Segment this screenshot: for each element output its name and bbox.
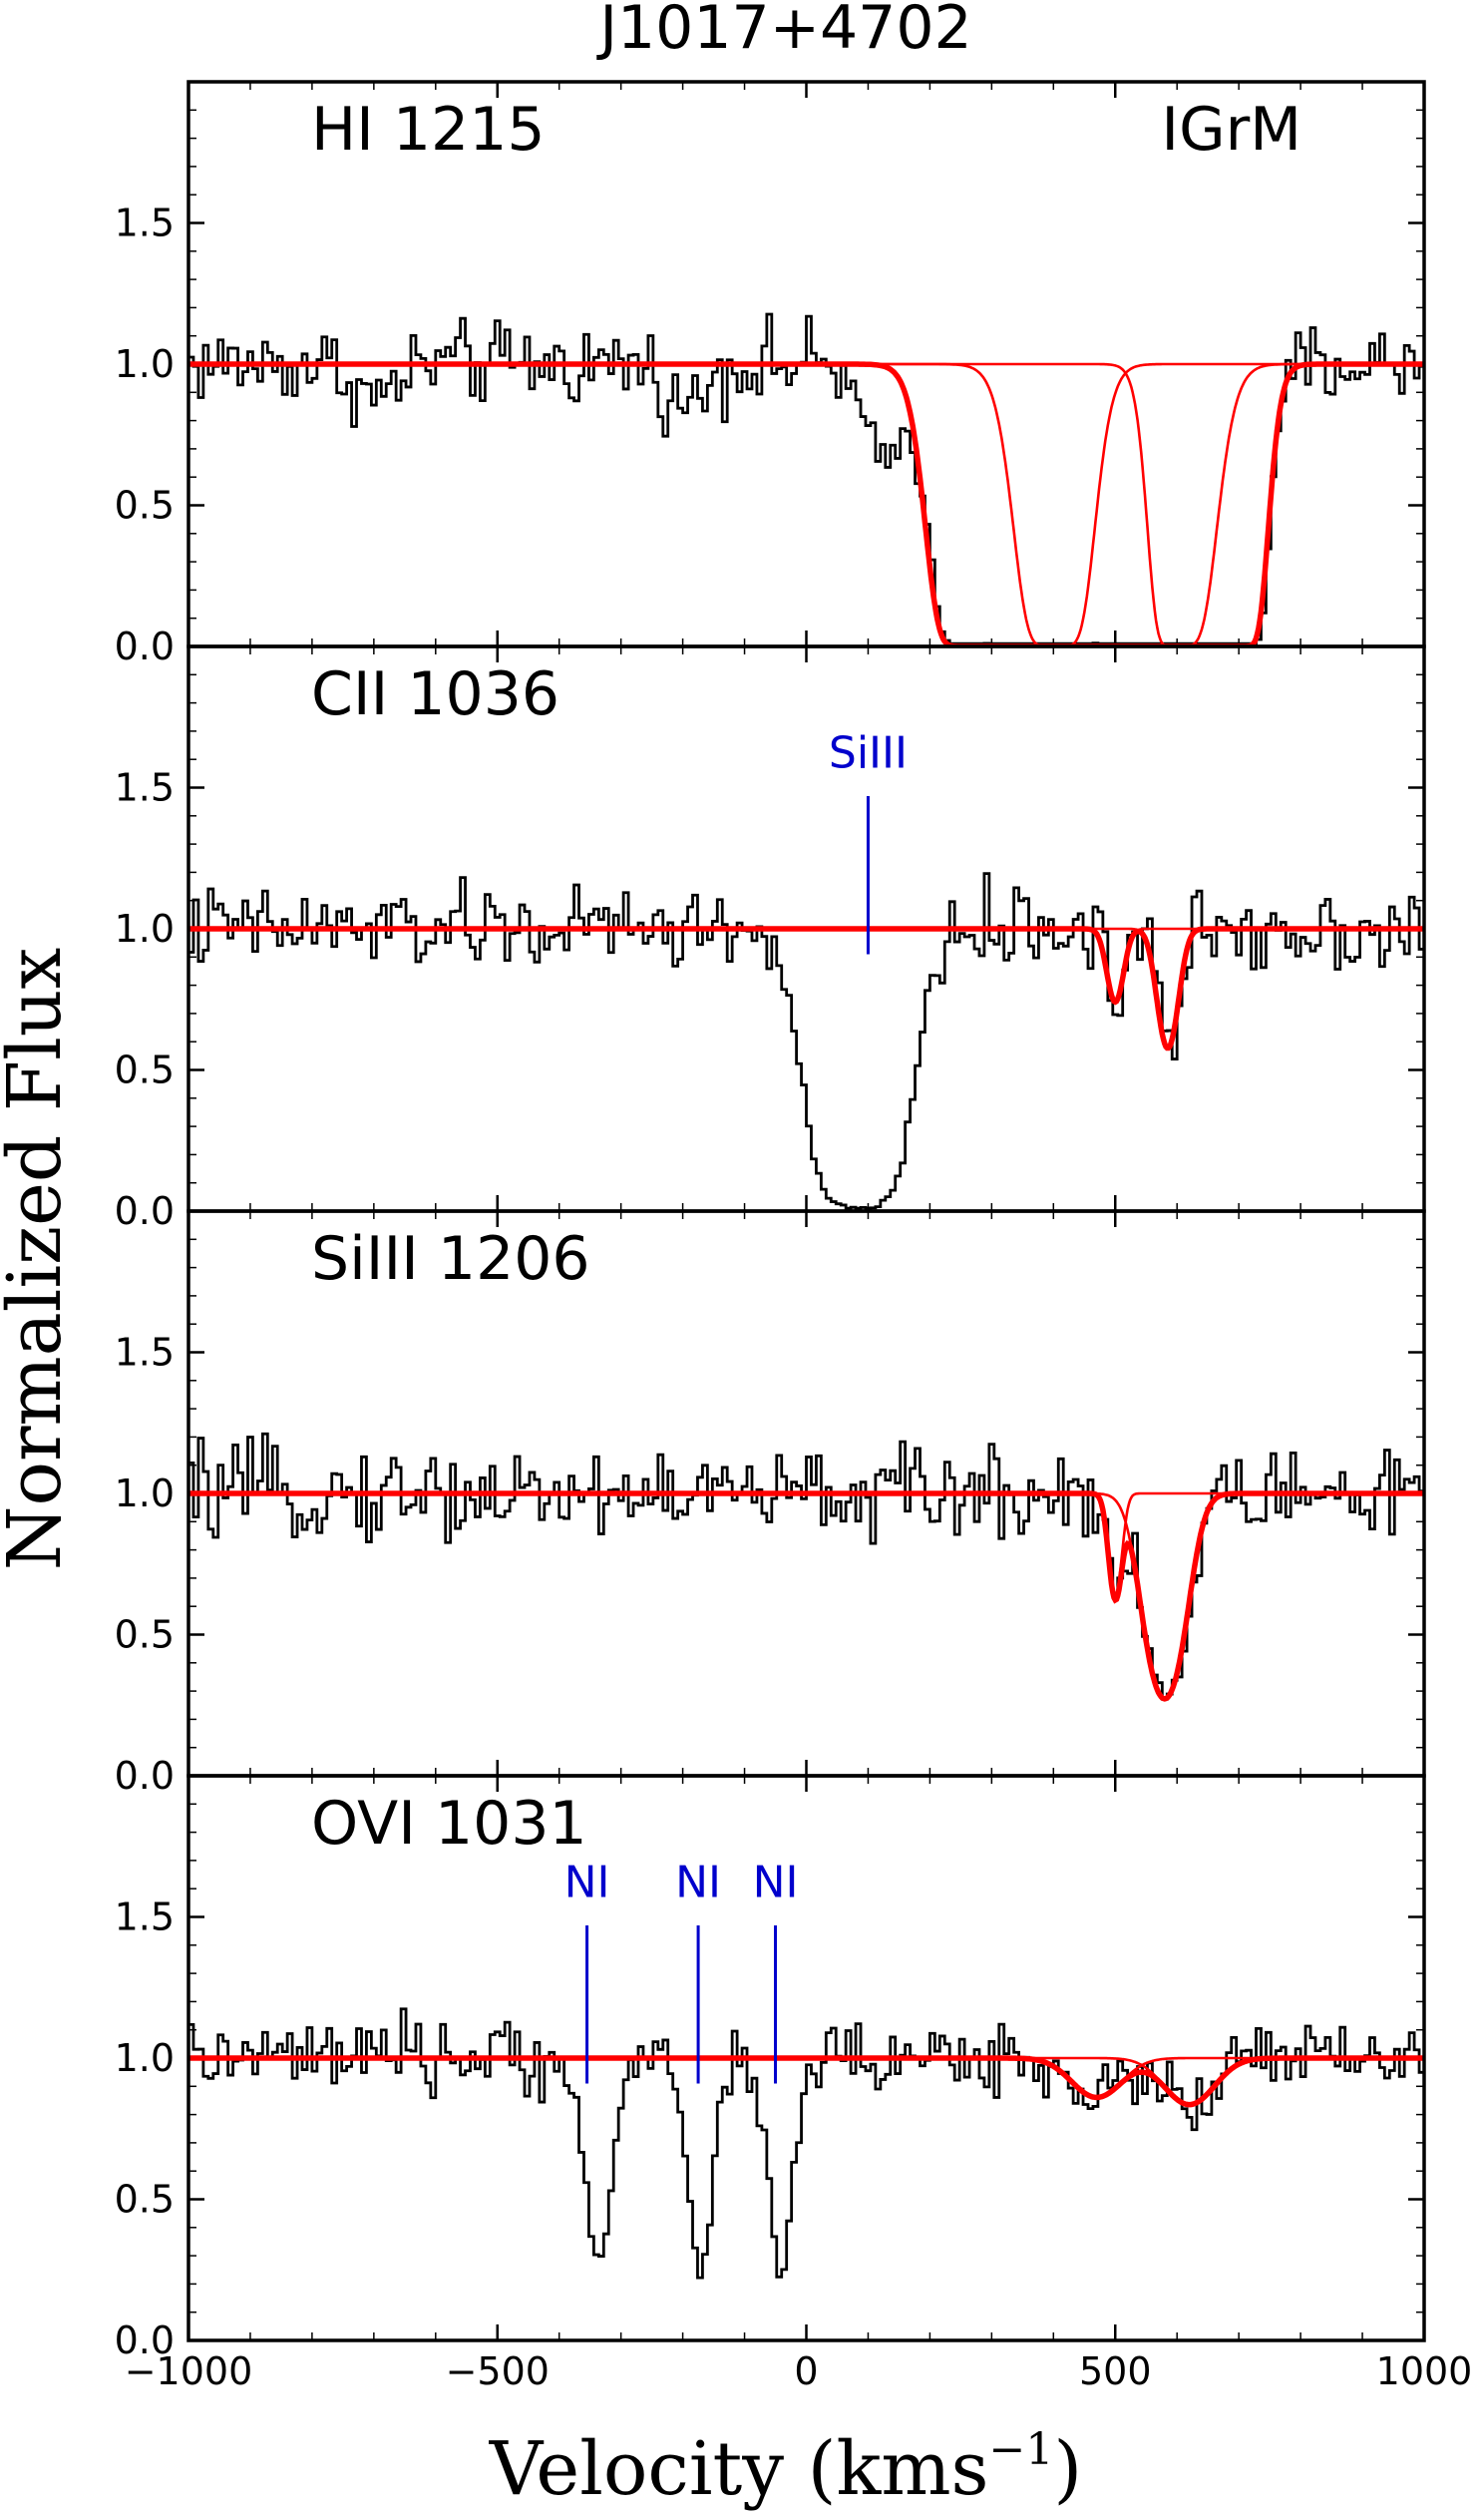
model-component [188,362,1424,646]
y-tick-label: 1.0 [115,1471,175,1515]
y-axis-label: Normalized Flux [0,948,78,1570]
y-tick-label: 0.5 [115,1613,175,1657]
x-tick-label: −500 [446,2349,550,2393]
panel-2: 0.0 0.5 1.0 1.5 SiIII CII 1036 [115,644,1426,1233]
model-component [188,927,1424,1050]
panel-3: 0.0 0.5 1.0 1.5 SiIII 1206 [115,1209,1426,1798]
contaminant-marker-label: NI [564,1858,610,1908]
y-tick-label: 0.5 [115,484,175,528]
x-tick-label: −1000 [125,2349,253,2393]
panel-ion-label: CII 1036 [311,659,559,729]
y-tick-label: 1.0 [115,907,175,951]
model-total-fit [188,1490,1424,1702]
y-tick-label: 0.5 [115,1049,175,1092]
flux-spectrum [188,872,1424,1210]
contaminant-marker-label: NI [753,1858,799,1908]
flux-spectrum [188,312,1424,645]
panel-corner-label: IGrM [1161,95,1301,165]
x-tick-label: 500 [1079,2349,1152,2393]
model-total-fit [188,361,1424,646]
model-component [188,362,1424,646]
panel-ion-label: SiIII 1206 [311,1224,590,1294]
model-component [188,1491,1424,1701]
model-total-fit [188,926,1424,1051]
y-tick-label: 1.5 [115,1895,175,1939]
y-tick-label: 1.0 [115,2036,175,2080]
y-tick-label: 0.0 [115,1754,175,1798]
contaminant-marker-label: NI [675,1858,721,1908]
y-tick-label: 0.0 [115,1189,175,1233]
model-component [188,362,1424,646]
x-axis-label-main: Velocity (kms [489,2426,989,2512]
panel-1: 0.0 0.5 1.0 1.5 HI 1215 IGrM [115,80,1426,668]
model-total-fit [188,2055,1424,2108]
panels-group: 0.0 0.5 1.0 1.5 HI 1215 IGrM 0.0 0.5 1.0 1.5 SiIII… [115,80,1473,2393]
model-component [188,1491,1424,1598]
y-tick-label: 0.5 [115,2178,175,2222]
panel-ion-label: HI 1215 [311,95,546,165]
y-tick-label: 1.0 [115,342,175,386]
contaminant-marker-label: SiIII [829,728,908,779]
x-axis-label-close: ) [1053,2426,1082,2512]
flux-spectrum [188,2007,1424,2280]
y-tick-label: 1.5 [115,1331,175,1375]
model-component [188,927,1424,1004]
x-axis-label-exponent: −1 [988,2424,1053,2475]
x-tick-label: 1000 [1376,2349,1473,2393]
figure-title: J1017+4702 [595,0,971,63]
y-tick-label: 0.0 [115,2318,175,2362]
panel-frame [186,1774,1426,2342]
x-axis-label: Velocity (kms−1) [489,2424,1082,2512]
y-tick-label: 0.0 [115,625,175,668]
panel-ion-label: OVI 1031 [311,1789,587,1859]
flux-spectrum [188,1432,1424,1701]
x-tick-label: 0 [794,2349,818,2393]
y-tick-label: 1.5 [115,202,175,245]
y-tick-label: 1.5 [115,766,175,810]
